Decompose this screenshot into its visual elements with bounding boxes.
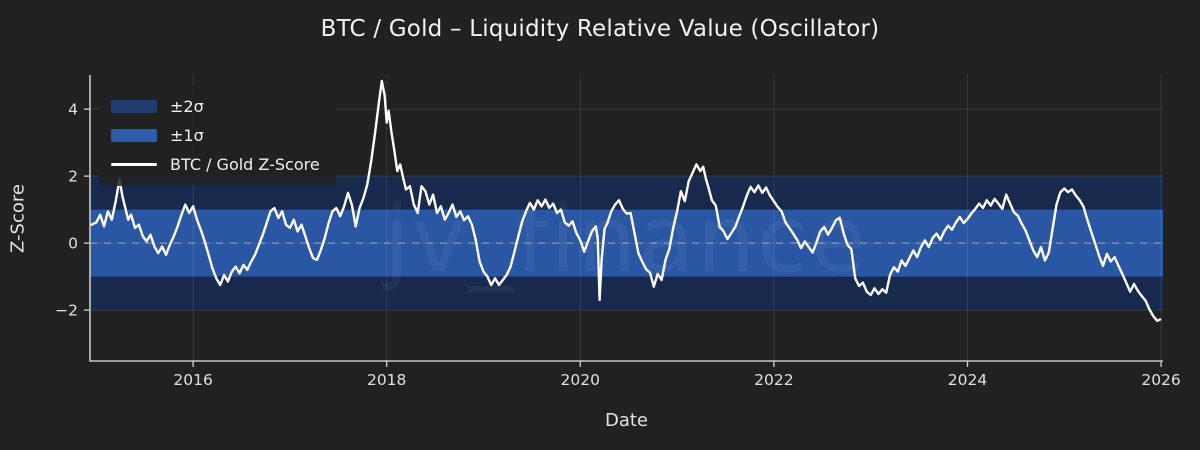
zscore-line <box>90 79 1162 322</box>
y-tick-label: −2 <box>55 302 78 320</box>
legend-item-2sigma: ±2σ <box>111 92 320 121</box>
legend-swatch-2sigma-band <box>111 100 157 113</box>
x-tick-label: 2024 <box>948 371 987 389</box>
legend-label-zscore: BTC / Gold Z-Score <box>170 155 320 174</box>
legend-swatch-1sigma-band <box>111 129 157 142</box>
x-axis-label: Date <box>604 410 649 431</box>
x-tick-label: 2018 <box>367 371 406 389</box>
legend-label-2sigma: ±2σ <box>170 97 204 116</box>
y-tick-label: 0 <box>68 235 78 253</box>
x-tick-label: 2026 <box>1141 371 1180 389</box>
y-tick-label: 2 <box>68 168 78 186</box>
legend-item-zscore: BTC / Gold Z-Score <box>111 150 320 179</box>
watermark: jv_finance <box>382 186 868 293</box>
x-tick-label: 2022 <box>754 371 793 389</box>
chart-title: BTC / Gold – Liquidity Relative Value (O… <box>320 16 880 42</box>
legend-item-1sigma: ±1σ <box>111 121 320 150</box>
x-tick-label: 2020 <box>561 371 600 389</box>
x-tick-label: 2016 <box>173 371 212 389</box>
y-axis-label: Z-Score <box>7 184 29 253</box>
axis-spines <box>89 75 1163 362</box>
legend-swatch-zscore-line <box>111 162 157 167</box>
legend-label-1sigma: ±1σ <box>170 126 204 145</box>
y-tick-label: 4 <box>68 101 78 119</box>
legend: ±2σ ±1σ BTC / Gold Z-Score <box>99 85 336 186</box>
